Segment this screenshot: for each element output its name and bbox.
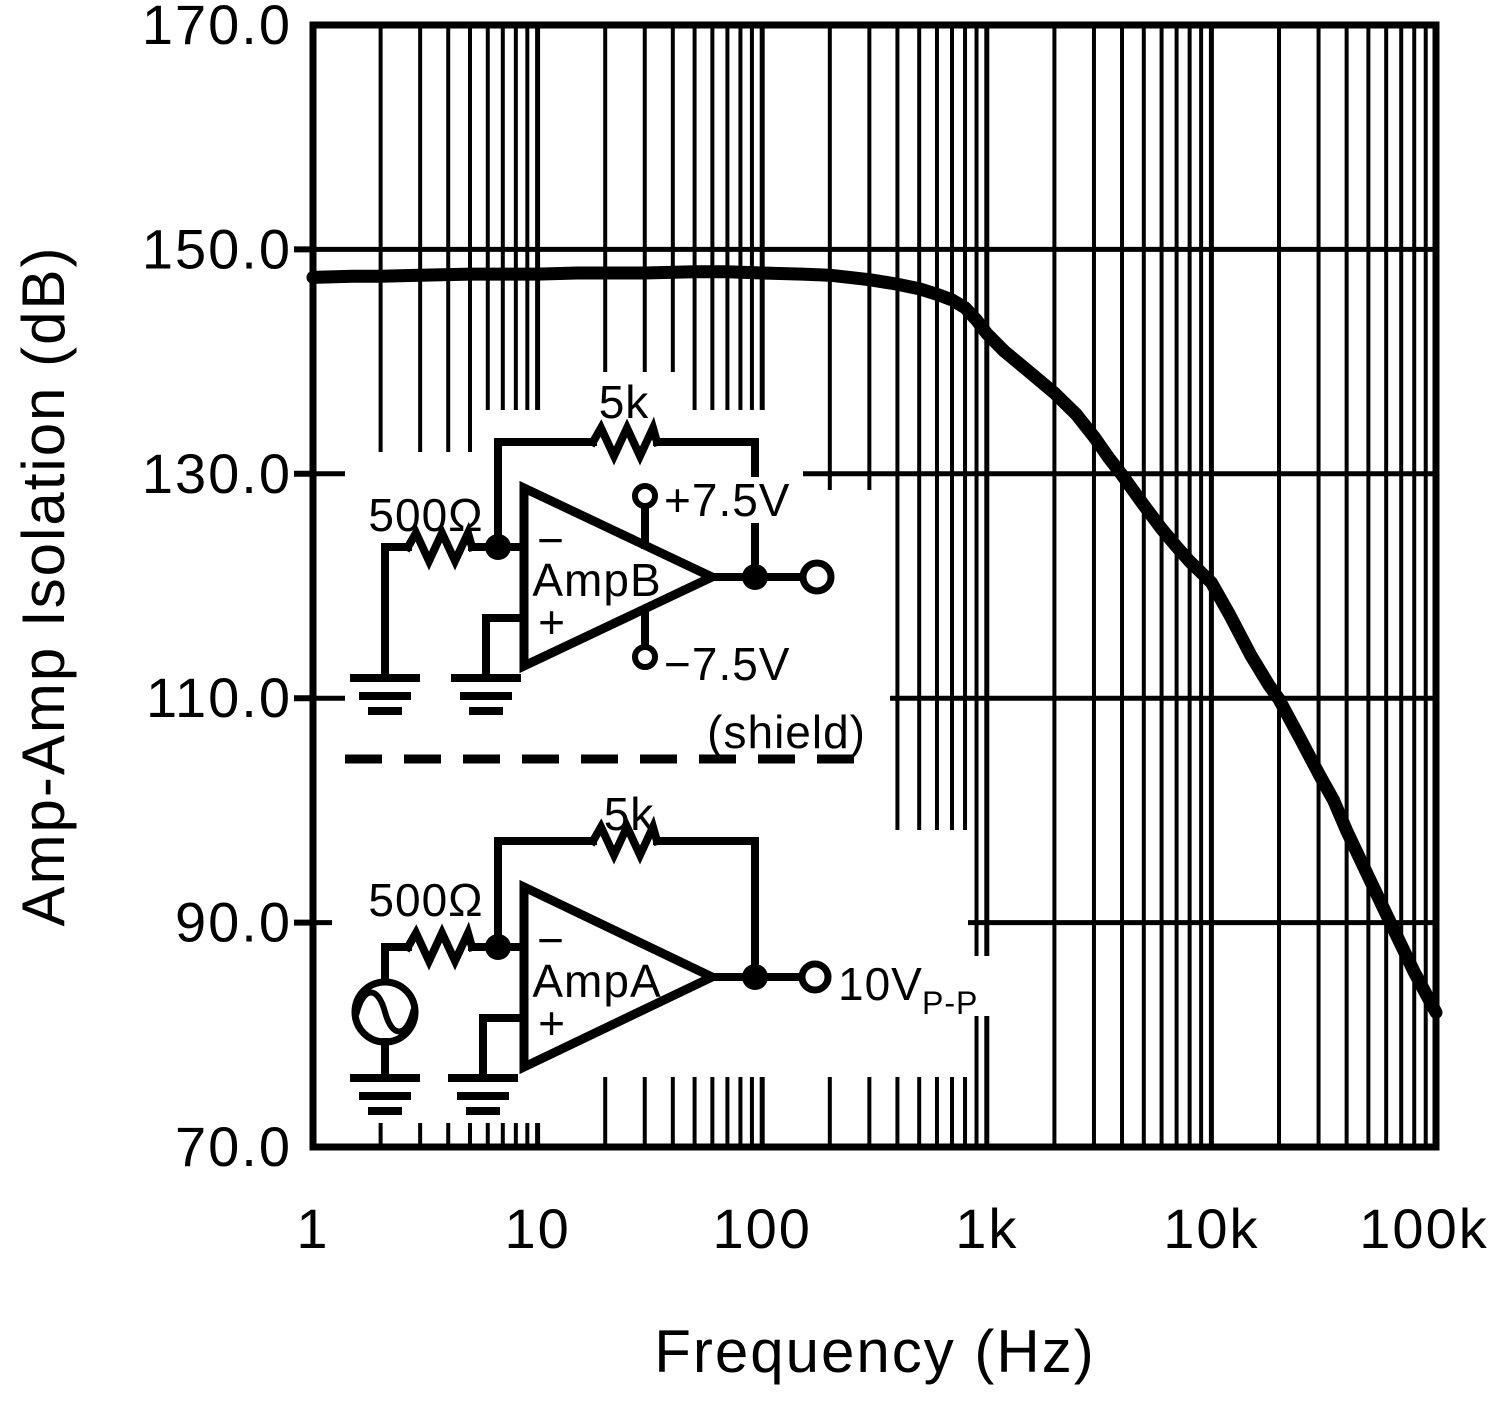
output-terminal-icon <box>799 559 835 595</box>
amp-a-feedback-wire <box>494 837 759 981</box>
amp-a-circuit <box>350 815 832 1115</box>
amp-b-noninverting-ground-wire <box>482 614 528 682</box>
y-tick-label: 70.0 <box>175 1115 292 1178</box>
node-dot-icon <box>742 564 768 590</box>
amp-b-name: AmpB <box>532 554 661 606</box>
amp-b-feedback-value: 5k <box>599 376 650 428</box>
output-level-subscript: P-P <box>922 985 978 1021</box>
axis-tick-labels: 170.0 150.0 130.0 110.0 90.0 70.01 10 100 1k 10k 1… <box>142 0 1488 1260</box>
label-background <box>832 956 992 1016</box>
isolation-curve-line <box>306 265 1443 1019</box>
node-dot-icon <box>485 934 511 960</box>
amp-b-input-resistor <box>402 521 477 571</box>
positive-supply-terminal-icon <box>632 483 658 509</box>
amp-b-feedback-wire <box>494 438 759 581</box>
inset-mask <box>545 768 693 834</box>
ground-icon <box>448 1074 518 1115</box>
y-tick-label: 130.0 <box>142 442 292 505</box>
negative-supply-label: −7.5V <box>664 638 791 690</box>
x-axis-title: Frequency (Hz) <box>654 1318 1095 1385</box>
amp-b-input-resistor-value: 500Ω <box>368 489 483 541</box>
inset-background-masks <box>332 372 968 1123</box>
inset-circuit <box>345 416 872 1115</box>
amp-a-inverting-input-label: − <box>537 914 565 966</box>
x-tick-label: 100 <box>712 1197 811 1260</box>
amp-a-feedback-resistor <box>587 815 662 865</box>
opamp-triangle-icon <box>519 879 723 1075</box>
x-tick-label: 1 <box>296 1197 329 1260</box>
amp-a-input-resistor-value: 500Ω <box>368 874 483 926</box>
amp-b-feedback-resistor <box>587 416 662 466</box>
amp-a-input-resistor <box>402 921 477 971</box>
positive-supply-label: +7.5V <box>664 474 791 526</box>
inset-circuit-labels: 5k 500Ω − AmpB + +7.5V −7.5V (shield) 5k… <box>368 376 992 1049</box>
ground-icon <box>451 674 521 715</box>
amp-a-noninverting-input-label: + <box>538 997 566 1049</box>
negative-supply-terminal-icon <box>632 644 658 670</box>
amp-a-name: AmpA <box>532 955 661 1007</box>
ground-icon <box>350 1074 420 1115</box>
amp-a-feedback-value: 5k <box>604 788 655 840</box>
x-tick-label: 100k <box>1359 1197 1488 1260</box>
amp-b-circuit <box>350 416 835 715</box>
x-tick-label: 10 <box>504 1197 570 1260</box>
y-tick-label: 150.0 <box>142 217 292 280</box>
y-axis-title: Amp-Amp Isolation (dB) <box>10 246 77 927</box>
label-background <box>660 641 790 687</box>
amp-b-noninverting-input-label: + <box>538 596 566 648</box>
plot-border <box>309 21 1440 1151</box>
amp-b-inverting-input-label: − <box>537 514 565 566</box>
isolation-curve <box>306 265 1443 1019</box>
x-tick-label: 1k <box>955 1197 1018 1260</box>
label-background <box>660 477 790 523</box>
output-level-label: 10V <box>838 958 923 1010</box>
inset-mask <box>757 490 890 763</box>
node-dot-icon <box>485 534 511 560</box>
shield-label: (shield) <box>707 706 866 758</box>
y-tick-label: 170.0 <box>142 0 292 56</box>
x-tick-label: 10k <box>1163 1197 1259 1260</box>
opamp-triangle-icon <box>519 480 723 674</box>
output-terminal-icon <box>798 960 832 994</box>
node-dot-icon <box>742 964 768 990</box>
amp-a-noninverting-ground-wire <box>479 1014 528 1082</box>
y-tick-label: 90.0 <box>175 891 292 954</box>
ground-icon <box>350 674 420 715</box>
y-tick-label: 110.0 <box>146 666 292 729</box>
sine-wave-icon <box>353 989 417 1035</box>
